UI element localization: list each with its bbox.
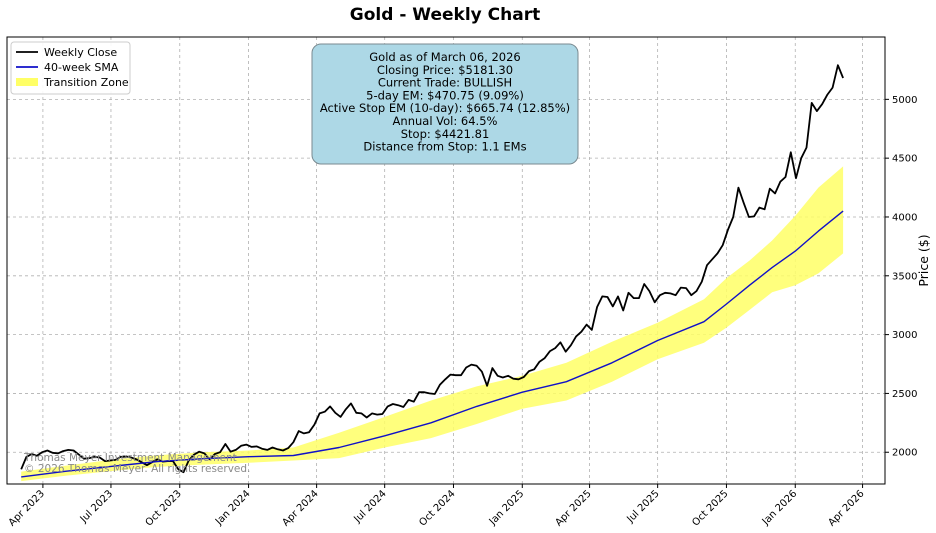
- x-tick-label: Jan 2024: [213, 488, 253, 528]
- x-tick-label: Jul 2024: [352, 488, 389, 525]
- legend-swatch: [16, 78, 38, 86]
- plot-frame: [6, 36, 886, 485]
- legend-frame: [10, 41, 131, 95]
- y-tick-label: 4500: [892, 154, 917, 165]
- info-line: Gold as of March 06, 2026: [369, 50, 520, 64]
- info-line: Closing Price: $5181.30: [377, 63, 513, 77]
- legend-label: Transition Zone: [43, 76, 129, 89]
- y-tick-label: 5000: [892, 95, 917, 106]
- weekly-close-line: [20, 64, 844, 474]
- y-tick-label: 3000: [892, 330, 917, 341]
- x-tick-label: Jul 2023: [78, 488, 115, 525]
- x-tick-label: Jan 2026: [760, 488, 800, 528]
- watermark-line: Thomas Meyer Investment Management: [23, 452, 237, 464]
- x-tick-label: Apr 2026: [826, 488, 866, 528]
- transition-zone-band: [21, 166, 844, 482]
- x-tick-label: Jan 2025: [487, 488, 527, 528]
- info-line: 5-day EM: $470.75 (9.09%): [366, 88, 524, 102]
- chart-title: Gold - Weekly Chart: [350, 5, 540, 25]
- x-tick-label: Apr 2025: [553, 488, 593, 528]
- y-tick-label: 4000: [892, 212, 917, 223]
- x-tick-label: Apr 2023: [7, 488, 47, 528]
- legend-label: 40-week SMA: [44, 61, 119, 74]
- info-line: Active Stop EM (10-day): $665.74 (12.85%…: [320, 101, 570, 115]
- y-tick-label: 2000: [892, 448, 917, 459]
- legend: Weekly Close 40-week SMA Transition Zone: [10, 41, 131, 95]
- sma-40-week-line: [21, 210, 844, 478]
- y-tick-label: 2500: [892, 389, 917, 400]
- info-line: Current Trade: BULLISH: [378, 76, 512, 90]
- plot-area: [20, 64, 844, 482]
- info-box-frame: [311, 43, 579, 165]
- y-tick-label: 3500: [892, 271, 917, 282]
- info-line: Distance from Stop: 1.1 EMs: [363, 140, 526, 154]
- watermark-line: © 2026 Thomas Meyer. All rights reserved…: [24, 463, 250, 475]
- y-axis-label: Price ($): [916, 234, 931, 286]
- info-line: Annual Vol: 64.5%: [393, 114, 498, 128]
- x-tick-label: Oct 2024: [417, 488, 457, 528]
- legend-label: Weekly Close: [44, 46, 117, 59]
- info-line: Stop: $4421.81: [401, 127, 490, 141]
- x-tick-label: Jul 2025: [625, 488, 662, 525]
- x-tick-label: Oct 2025: [690, 488, 730, 528]
- x-tick-label: Apr 2024: [280, 488, 320, 528]
- watermark: Thomas Meyer Investment Management© 2026…: [23, 452, 250, 475]
- x-tick-label: Oct 2023: [144, 488, 184, 528]
